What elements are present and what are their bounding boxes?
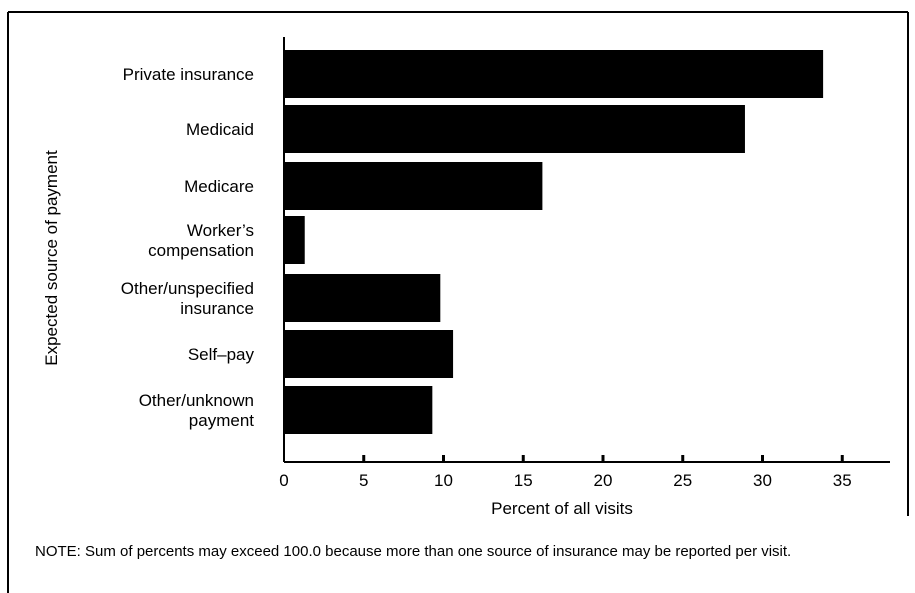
category-label: Medicare [184, 177, 254, 196]
x-tick-label: 5 [359, 471, 368, 490]
x-tick-label: 30 [753, 471, 772, 490]
chart-note: NOTE: Sum of percents may exceed 100.0 b… [35, 543, 792, 560]
category-label-line: compensation [148, 241, 254, 260]
category-label-line: Other/unspecified [121, 279, 254, 298]
category-label-line: Self–pay [188, 345, 255, 364]
bar [284, 105, 745, 153]
x-tick-label: 20 [594, 471, 613, 490]
x-tick-label: 0 [279, 471, 288, 490]
bar [284, 330, 454, 378]
x-tick-label: 10 [434, 471, 453, 490]
x-tick-label: 15 [514, 471, 533, 490]
category-label: Other/unspecified insurance [121, 279, 254, 318]
bars-group [284, 50, 824, 434]
bar [284, 162, 543, 210]
bar [284, 386, 433, 434]
bar [284, 216, 305, 264]
category-label: Worker’s compensation [148, 221, 254, 260]
category-label: Self–pay [188, 345, 255, 364]
y-axis-title: Expected source of payment [42, 150, 61, 366]
category-label-line: Private insurance [123, 65, 254, 84]
category-labels-group: Private insurance Medicaid Medicare Worker’… [121, 65, 255, 430]
category-label: Other/unknown payment [139, 391, 255, 430]
category-label-line: Other/unknown [139, 391, 254, 410]
x-axis-title: Percent of all visits [491, 499, 633, 518]
category-label: Private insurance [123, 65, 254, 84]
bar [284, 274, 441, 322]
category-label-line: insurance [180, 299, 254, 318]
category-label-line: Worker’s [187, 221, 254, 240]
x-ticks-group: 0 5 10 15 20 25 30 35 [279, 455, 852, 490]
category-label: Medicaid [186, 120, 254, 139]
category-label-line: payment [189, 411, 254, 430]
bar [284, 50, 824, 98]
category-label-line: Medicare [184, 177, 254, 196]
category-label-line: Medicaid [186, 120, 254, 139]
x-tick-label: 35 [833, 471, 852, 490]
x-tick-label: 25 [673, 471, 692, 490]
